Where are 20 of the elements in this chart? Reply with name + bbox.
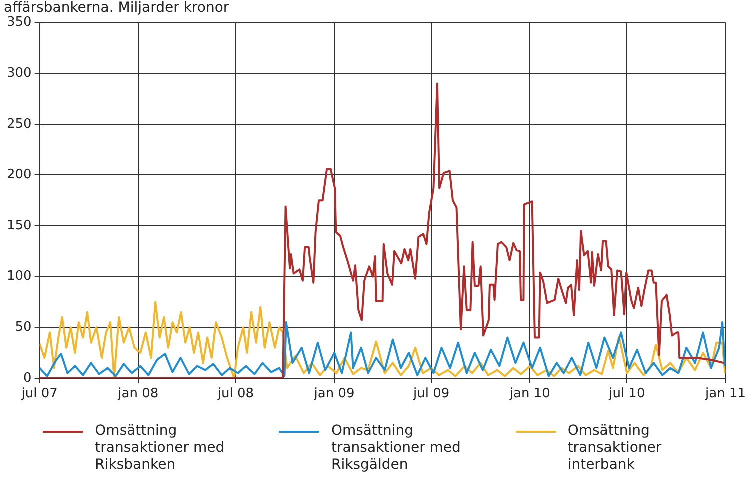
y-tick-label: 350 (6, 15, 32, 30)
x-tick-label: jan 11 (704, 386, 746, 402)
y-tick-label: 150 (6, 218, 32, 234)
y-tick-label: 300 (6, 66, 32, 81)
y-tick-label: 0 (24, 370, 32, 386)
x-tick-label: jan 08 (117, 386, 159, 402)
chart-title: affärsbankerna. Miljarder kronor (4, 0, 230, 16)
y-tick-label: 250 (6, 116, 32, 132)
legend-label: Omsättning transaktioner interbank (568, 423, 663, 474)
legend-label: Omsättning transaktioner med Riksbanken (95, 423, 226, 474)
x-tick-label: jul 07 (20, 386, 58, 402)
y-tick-label: 50 (15, 320, 32, 335)
y-tick-label: 200 (6, 168, 32, 183)
x-tick-label: jul 09 (412, 386, 450, 402)
legend-label: Omsättning transaktioner med Riksgälden (331, 423, 462, 474)
x-tick-label: jan 10 (508, 386, 550, 402)
x-tick-label: jul 08 (216, 386, 254, 402)
x-tick-label: jan 09 (313, 386, 355, 402)
x-tick-label: jul 10 (608, 386, 646, 402)
y-tick-label: 100 (6, 269, 32, 284)
